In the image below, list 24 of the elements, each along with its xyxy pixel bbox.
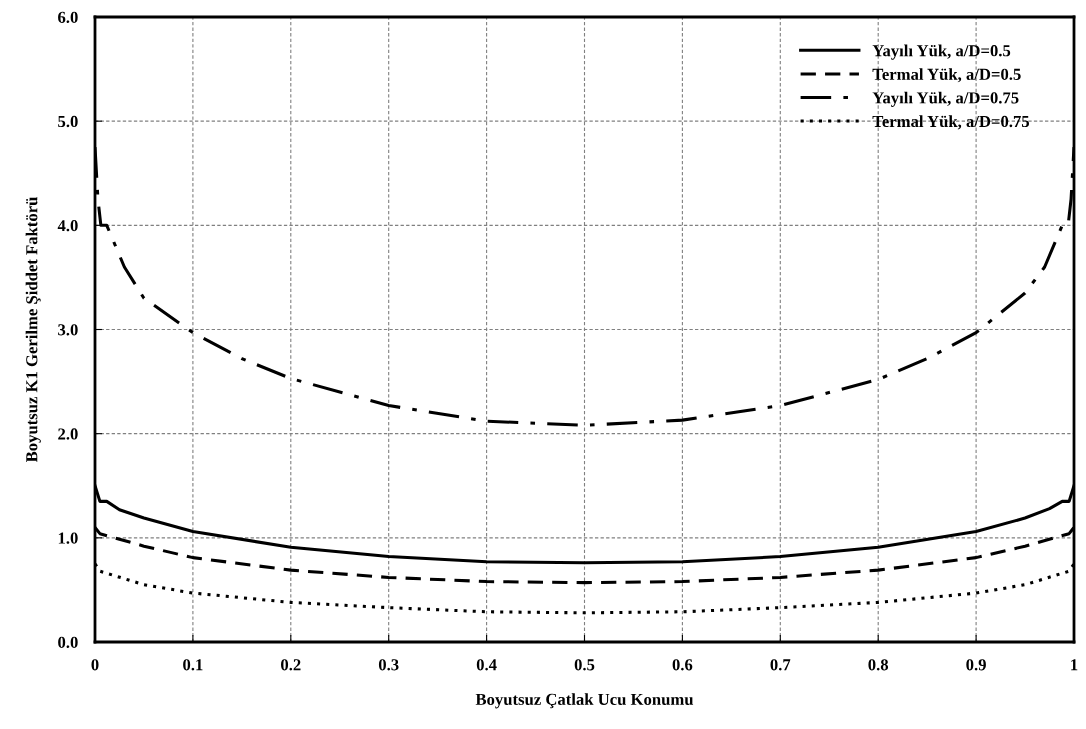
y-tick-label: 1.0: [58, 532, 78, 544]
legend-label: Termal Yük, a/D=0.75: [872, 115, 1030, 130]
x-tick-label: 0.1: [183, 659, 203, 671]
y-tick-label: 4.0: [57, 220, 78, 232]
y-axis-title: Boyutsuz K1 Gerilme Şiddet Faktörü: [25, 197, 41, 463]
y-tick-label: 6.0: [58, 11, 78, 24]
y-tick-label: 0.0: [58, 636, 78, 649]
x-tick-label: 0.5: [574, 659, 595, 671]
x-tick-label: 0.3: [378, 659, 399, 671]
x-tick-label: 0.6: [672, 659, 693, 671]
legend-label: Termal Yük, a/D=0.5: [872, 68, 1021, 83]
legend-label: Yayılı Yük, a/D=0.5: [872, 44, 1011, 60]
x-tick-label: 1: [1071, 659, 1078, 671]
y-tick-label: 3.0: [58, 324, 78, 336]
x-tick-label: 0.9: [966, 659, 986, 671]
x-tick-label: 0.8: [868, 659, 889, 671]
x-tick-label: 0: [91, 659, 99, 671]
y-tick-label: 5.0: [58, 115, 78, 128]
x-tick-label: 0.2: [281, 659, 301, 671]
x-tick-label: 0.7: [770, 659, 791, 671]
legend-label: Yayılı Yük, a/D=0.75: [872, 91, 1019, 107]
y-tick-label: 2.0: [58, 428, 78, 440]
x-axis-title: Boyutsuz Çatlak Ucu Konumu: [475, 693, 694, 709]
x-tick-label: 0.4: [476, 659, 497, 671]
